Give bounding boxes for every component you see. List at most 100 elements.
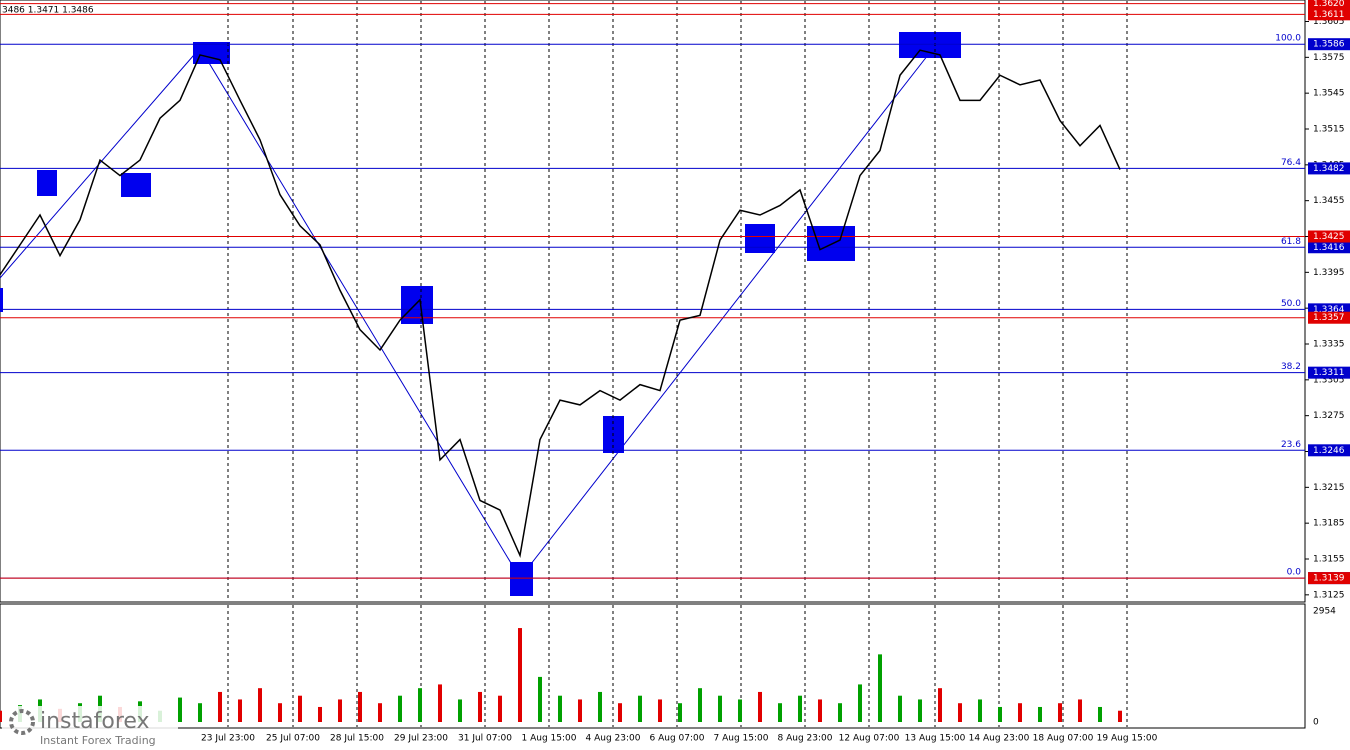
y-tick-label: 1.3215 [1313,483,1345,493]
volume-bar [1038,706,1042,722]
price-box [1308,572,1350,585]
price-box [1308,230,1350,243]
price-box-label: 1.3620 [1313,0,1345,9]
watermark: instaforex Instant Forex Trading [2,706,178,747]
price-box-label: 1.3357 [1313,313,1345,323]
volume-bar [1118,710,1122,722]
volume-tick-label: 0 [1313,718,1319,728]
price-box [1308,444,1350,457]
marker [745,224,775,253]
volume-bar [938,688,942,722]
price-box-label: 1.3364 [1313,305,1345,315]
volume-bar [858,684,862,722]
volume-tick-label: 2954 [1313,607,1336,617]
y-tick-label: 1.3275 [1313,411,1345,421]
marker [193,42,230,64]
volume-bar [358,691,362,722]
volume-bar [418,688,422,722]
fib-label: 76.4 [1281,158,1301,168]
volume-bar [198,703,202,722]
x-tick-label: 1 Aug 15:00 [522,734,577,744]
x-tick-label: 28 Jul 15:00 [330,734,384,744]
y-tick-label: 1.3455 [1313,196,1345,206]
volume-bar [178,697,182,722]
price-box [1308,8,1350,21]
x-tick-label: 12 Aug 07:00 [839,734,900,744]
fib-label: 100.0 [1275,34,1301,44]
x-tick-label: 29 Jul 23:00 [394,734,448,744]
y-tick-label: 1.3395 [1313,268,1345,278]
price-box [1308,311,1350,324]
volume-bar [918,699,922,722]
volume-bar [258,688,262,722]
volume-bar [278,703,282,722]
volume-bar [618,703,622,722]
price-box-label: 1.3139 [1313,574,1345,584]
volume-bar [998,706,1002,722]
volume-bar [338,699,342,722]
volume-bar [1098,706,1102,722]
x-tick-label: 25 Jul 07:00 [266,734,320,744]
volume-bar [1078,699,1082,722]
price-box-label: 1.3425 [1313,232,1345,242]
marker [0,288,3,312]
x-tick-label: 4 Aug 23:00 [586,734,641,744]
y-tick-label: 1.3515 [1313,125,1345,135]
x-tick-label: 19 Aug 15:00 [1097,734,1158,744]
marker [899,32,961,58]
tagline: Instant Forex Trading [40,734,156,747]
brand: instaforex [40,709,150,734]
volume-bar [238,699,242,722]
zigzag [0,45,936,579]
x-tick-label: 6 Aug 07:00 [650,734,705,744]
volume-bar [838,703,842,722]
volume-bar [818,699,822,722]
price-box-label: 1.3416 [1313,243,1345,253]
volume-bar [498,695,502,722]
x-tick-label: 13 Aug 15:00 [905,734,966,744]
volume-bar [638,695,642,722]
volume-bar [798,695,802,722]
x-tick-label: 23 Jul 23:00 [201,734,255,744]
price-box [1308,38,1350,51]
marker [401,286,433,324]
volume-bar [478,691,482,722]
x-tick-label: 31 Jul 07:00 [458,734,512,744]
x-tick-label: 8 Aug 23:00 [778,734,833,744]
y-tick-label: 1.3185 [1313,519,1345,529]
volume-bar [978,699,982,722]
price-pane [0,0,1306,603]
volume-bar [458,699,462,722]
marker [510,562,533,596]
volume-bar [738,699,742,722]
volume-bar [898,695,902,722]
y-tick-label: 1.3605 [1313,17,1345,27]
volume-pane [0,603,1306,729]
price-box-label: 1.3246 [1313,446,1345,456]
volume-bar [318,706,322,722]
volume-bar [538,676,542,722]
price-box-label: 1.3311 [1313,368,1345,378]
x-tick-label: 7 Aug 15:00 [714,734,769,744]
price-box-label: 1.3611 [1313,10,1345,20]
marker [807,226,855,261]
volume-bar [878,654,882,722]
volume-bar [0,710,2,722]
price-box [1308,241,1350,254]
trend-lines [0,45,936,579]
marker [121,173,151,197]
volume-bar [678,703,682,722]
price-box [1308,0,1350,10]
volume-bar [298,695,302,722]
volume-bar [438,684,442,722]
fib-label: 61.8 [1281,237,1301,247]
x-tick-label: 18 Aug 07:00 [1033,734,1094,744]
volume-bar [398,695,402,722]
volume-bar [578,699,582,722]
volume-bar [718,695,722,722]
volume-bar [1018,703,1022,722]
y-tick-label: 1.3575 [1313,53,1345,63]
volume-bar [658,699,662,722]
volume-bar [218,691,222,722]
